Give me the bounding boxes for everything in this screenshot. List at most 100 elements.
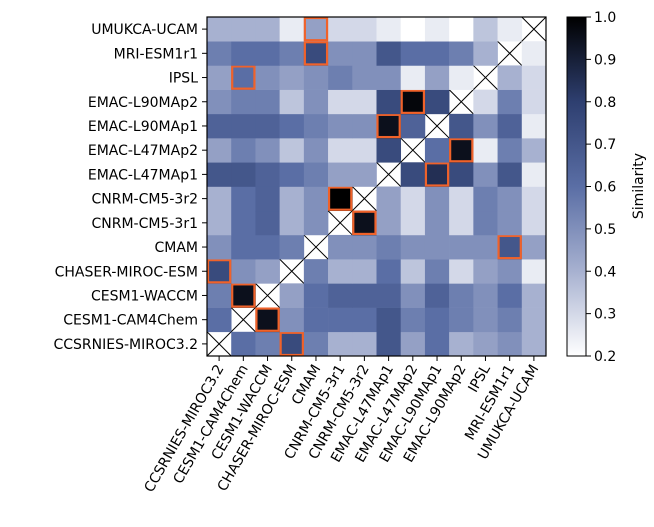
cell	[497, 210, 523, 236]
colorbar-tick-label: 1.0	[594, 10, 616, 26]
cell	[279, 113, 305, 139]
colorbar-tick-label: 0.4	[594, 264, 616, 280]
cell	[279, 210, 305, 236]
cell	[497, 162, 523, 187]
colorbar-tick-label: 0.2	[594, 349, 616, 365]
cell	[328, 41, 353, 66]
cell	[497, 331, 523, 357]
cell	[449, 331, 474, 357]
cell	[424, 186, 450, 212]
cell	[449, 17, 474, 42]
cell	[473, 41, 498, 66]
colorbar-tick-label: 0.5	[594, 222, 616, 238]
cell	[303, 186, 329, 212]
diagonal-cross	[206, 331, 232, 357]
highlight-box	[497, 234, 522, 260]
cell	[303, 210, 329, 236]
cell	[521, 186, 547, 212]
cell	[231, 283, 256, 308]
cell	[279, 65, 305, 90]
cell	[255, 210, 280, 236]
y-tick-label: CCSRNIES-MIROC3.2	[53, 337, 198, 353]
cell	[497, 307, 523, 333]
cell	[521, 210, 547, 236]
diagonal-cross	[448, 89, 474, 115]
cell	[328, 138, 353, 163]
cell	[255, 259, 280, 284]
cell	[449, 41, 474, 66]
diagonal-cross	[400, 137, 426, 163]
diagonal-cross	[497, 40, 523, 66]
highlight-box	[424, 162, 450, 187]
cell	[449, 113, 474, 139]
cell	[279, 283, 305, 308]
cell	[328, 65, 353, 90]
y-tick-label: UMUKCA-UCAM	[91, 22, 198, 38]
cell	[521, 113, 547, 139]
cell	[424, 17, 450, 42]
cell	[473, 234, 498, 260]
highlight-box	[279, 331, 304, 357]
cell	[207, 89, 232, 115]
cell	[279, 138, 305, 163]
cell	[207, 162, 232, 187]
plot-frame	[206, 16, 547, 357]
cell	[473, 138, 498, 163]
cell	[424, 234, 450, 260]
cell	[497, 186, 523, 212]
cell	[376, 259, 402, 284]
cell	[207, 234, 232, 260]
cell	[400, 113, 426, 139]
cell	[352, 331, 377, 357]
cell	[449, 138, 474, 163]
cell	[303, 138, 329, 163]
cell	[521, 65, 547, 90]
cell	[400, 162, 426, 187]
cell	[521, 234, 547, 260]
y-tick-label: IPSL	[169, 71, 198, 87]
diagonal-cross	[255, 283, 280, 308]
cell	[352, 41, 377, 66]
cell	[231, 17, 256, 42]
cell	[400, 307, 426, 333]
y-tick-label: EMAC-L47MAp2	[88, 143, 198, 159]
y-tick-label: CNRM-CM5-3r2	[92, 192, 199, 208]
cell	[400, 210, 426, 236]
cell	[424, 307, 450, 333]
cell	[207, 283, 232, 308]
highlight-box	[376, 113, 401, 139]
cell	[303, 41, 329, 66]
cell	[449, 162, 474, 187]
cell	[424, 331, 450, 357]
cell	[231, 113, 256, 139]
cell	[497, 283, 523, 308]
cell	[424, 138, 450, 163]
cell	[207, 17, 232, 42]
colorbar-tick-label: 0.8	[594, 95, 616, 111]
cell	[449, 65, 474, 90]
cell	[328, 17, 353, 42]
cell	[400, 17, 426, 42]
cell	[279, 307, 305, 333]
cell	[521, 162, 547, 187]
cell	[231, 331, 256, 357]
cell	[473, 307, 498, 333]
colorbar-tick-label: 0.3	[594, 307, 616, 323]
cell	[303, 331, 329, 357]
colorbar-tick-label: 0.7	[594, 137, 616, 153]
cell	[449, 234, 474, 260]
cell	[255, 89, 280, 115]
cell	[521, 259, 547, 284]
diagonal-cross	[351, 186, 377, 212]
cell	[352, 17, 377, 42]
cell	[521, 283, 547, 308]
cell	[376, 65, 402, 90]
cell	[255, 307, 280, 333]
cell	[207, 186, 232, 212]
y-tick-label: EMAC-L47MAp1	[88, 167, 198, 183]
colorbar-tick-label: 0.9	[594, 52, 616, 68]
highlight-box	[449, 137, 474, 163]
cell	[231, 186, 256, 212]
cell	[424, 65, 450, 90]
